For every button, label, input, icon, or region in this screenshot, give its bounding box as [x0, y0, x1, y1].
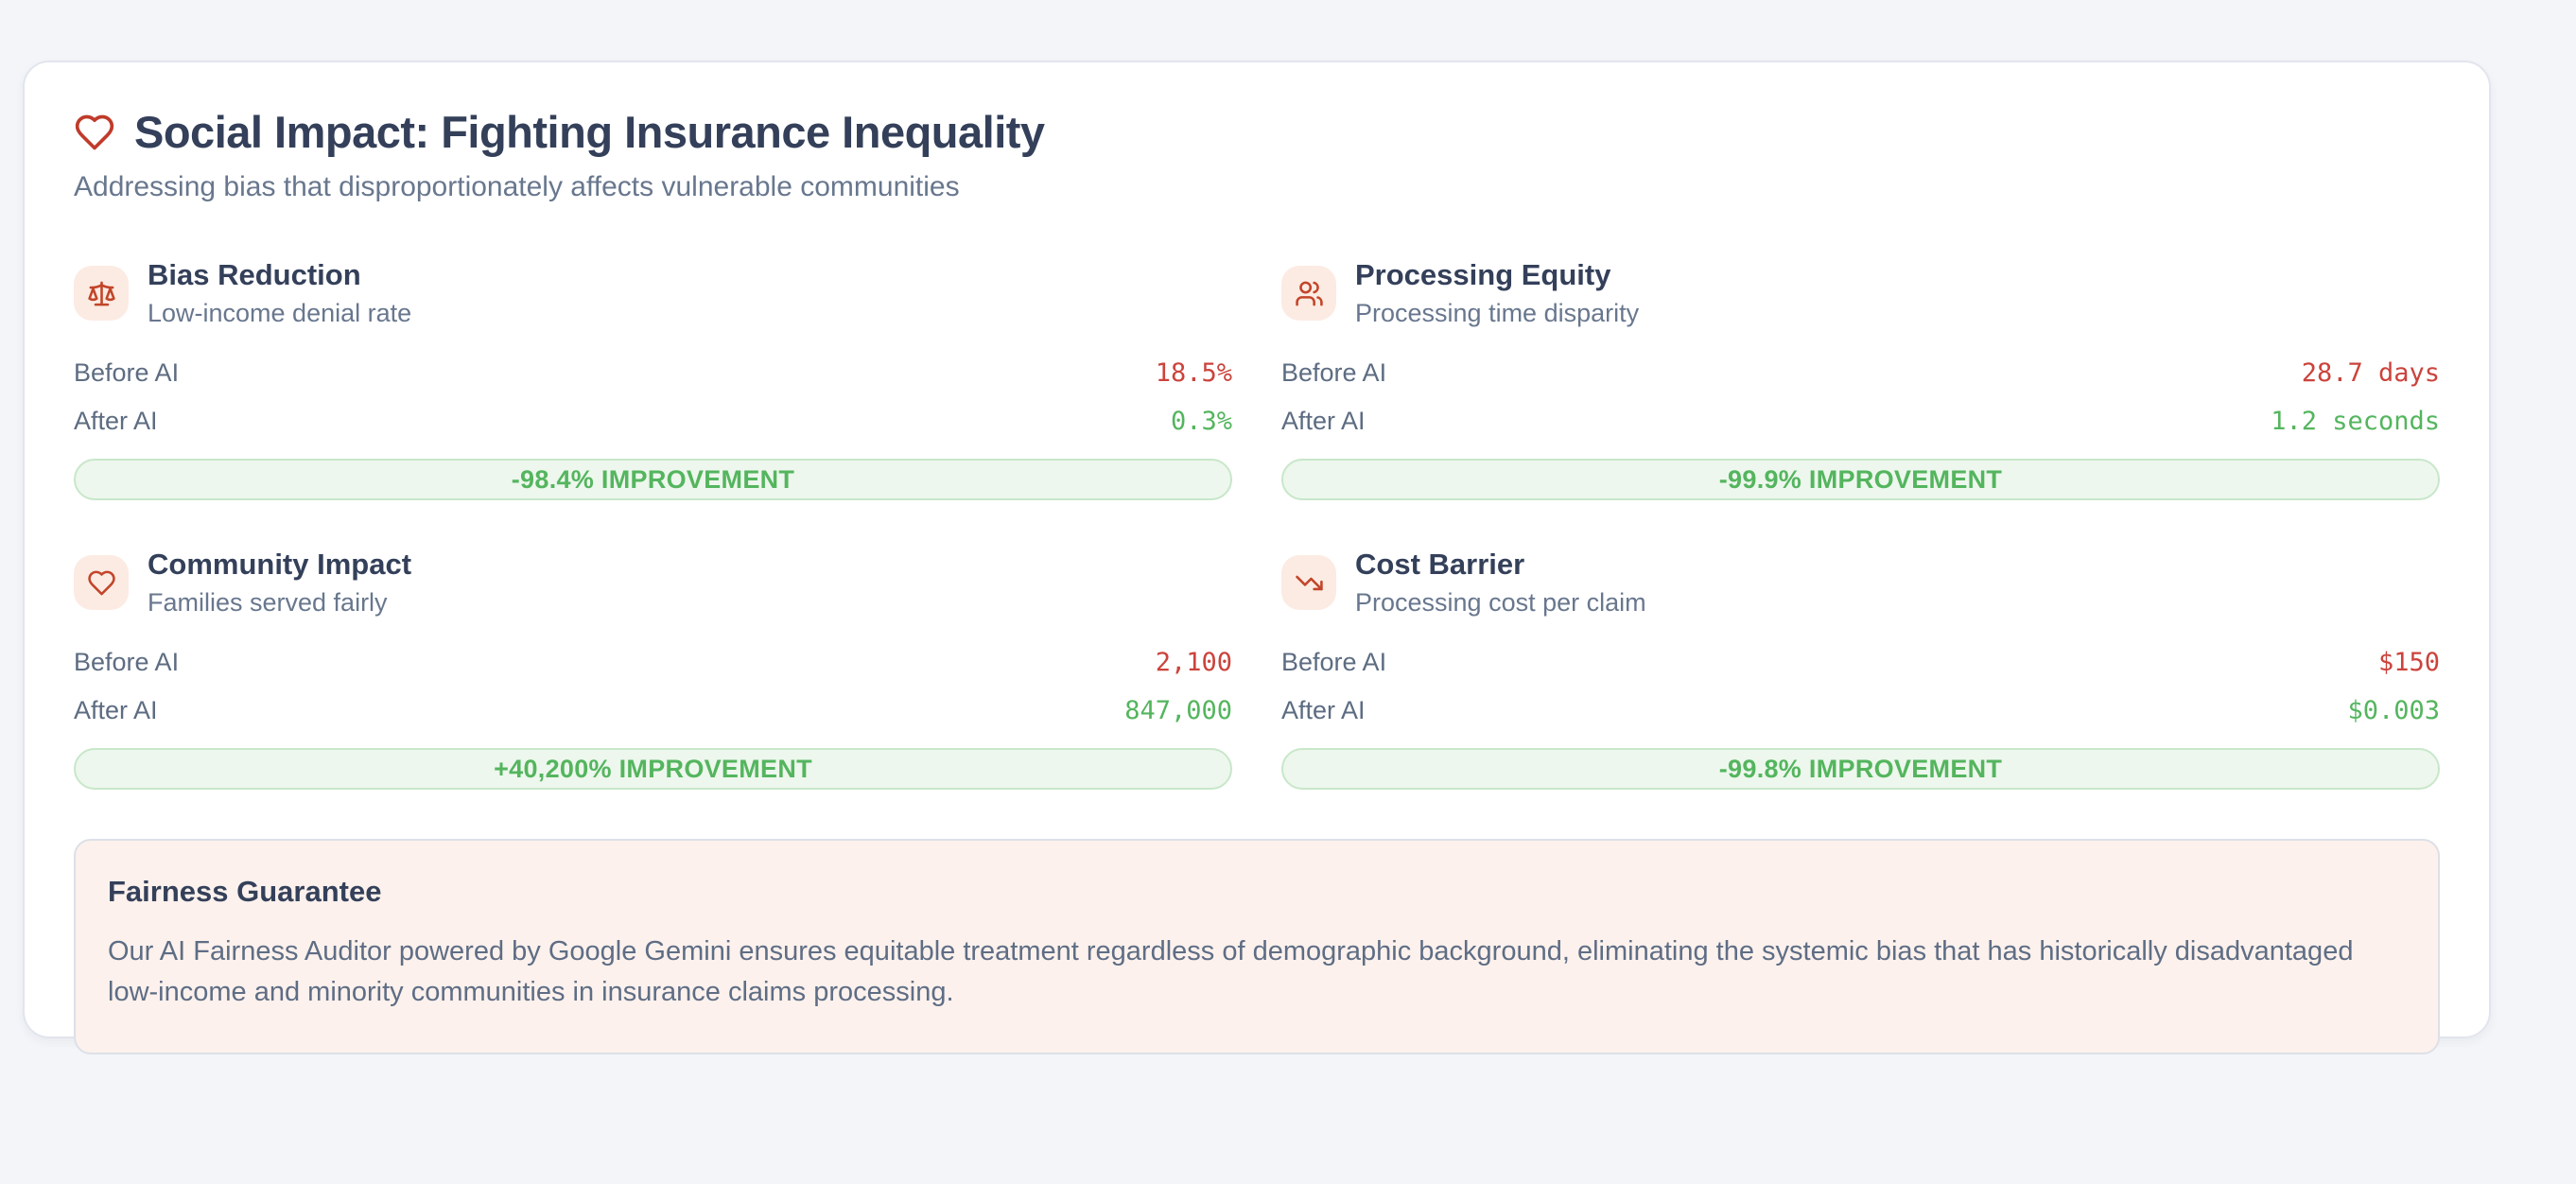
after-ai-label: After AI: [1281, 407, 1366, 435]
page-title: Social Impact: Fighting Insurance Inequa…: [134, 107, 1045, 157]
fairness-title: Fairness Guarantee: [108, 875, 382, 908]
after-ai-label: After AI: [74, 696, 158, 724]
after-ai-value: 1.2 seconds: [2271, 407, 2440, 436]
metric-header: Cost Barrier Processing cost per claim: [1281, 548, 2440, 618]
metric-title: Cost Barrier: [1355, 548, 1525, 581]
trending-down-icon: [1281, 555, 1336, 610]
metric-subtitle: Processing time disparity: [1355, 299, 1640, 327]
before-ai-label: Before AI: [1281, 358, 1387, 387]
improvement-badge: -99.9% IMPROVEMENT: [1281, 459, 2440, 500]
after-ai-row: After AI 0.3%: [74, 407, 1232, 436]
after-ai-value: $0.003: [2347, 696, 2440, 725]
social-impact-panel: Social Impact: Fighting Insurance Inequa…: [23, 61, 2491, 1054]
metric-subtitle: Processing cost per claim: [1355, 588, 1646, 617]
before-ai-row: Before AI 18.5%: [74, 358, 1232, 388]
metric-header: Processing Equity Processing time dispar…: [1281, 258, 2440, 328]
after-ai-value: 847,000: [1124, 696, 1232, 725]
after-ai-row: After AI 847,000: [74, 696, 1232, 725]
metric-card-processing-equity: Processing Equity Processing time dispar…: [1281, 258, 2440, 500]
after-ai-row: After AI 1.2 seconds: [1281, 407, 2440, 436]
before-ai-row: Before AI 28.7 days: [1281, 358, 2440, 388]
metric-card-cost-barrier: Cost Barrier Processing cost per claim B…: [1281, 548, 2440, 790]
before-ai-label: Before AI: [1281, 648, 1387, 676]
metrics-grid: Bias Reduction Low-income denial rate Be…: [74, 258, 2440, 790]
metric-card-community-impact: Community Impact Families served fairly …: [74, 548, 1232, 790]
page-subtitle: Addressing bias that disproportionately …: [74, 171, 960, 202]
before-ai-value: 18.5%: [1155, 358, 1232, 388]
metric-subtitle: Families served fairly: [148, 588, 388, 617]
metric-title: Community Impact: [148, 548, 412, 581]
heart-icon: [74, 555, 129, 610]
scale-icon: [74, 266, 129, 321]
users-icon: [1281, 266, 1336, 321]
before-ai-row: Before AI 2,100: [74, 648, 1232, 677]
metric-header: Bias Reduction Low-income denial rate: [74, 258, 1232, 328]
before-ai-row: Before AI $150: [1281, 648, 2440, 677]
improvement-badge: +40,200% IMPROVEMENT: [74, 748, 1232, 790]
panel-header: Social Impact: Fighting Insurance Inequa…: [74, 106, 2440, 158]
metric-title: Processing Equity: [1355, 258, 1611, 291]
before-ai-value: 2,100: [1155, 648, 1232, 677]
fairness-body: Our AI Fairness Auditor powered by Googl…: [108, 936, 2354, 1007]
fairness-guarantee-box: Fairness Guarantee Our AI Fairness Audit…: [74, 839, 2440, 1054]
improvement-badge: -98.4% IMPROVEMENT: [74, 459, 1232, 500]
before-ai-label: Before AI: [74, 648, 180, 676]
metric-card-bias-reduction: Bias Reduction Low-income denial rate Be…: [74, 258, 1232, 500]
after-ai-label: After AI: [1281, 696, 1366, 724]
after-ai-label: After AI: [74, 407, 158, 435]
before-ai-value: $150: [2377, 648, 2440, 677]
after-ai-row: After AI $0.003: [1281, 696, 2440, 725]
before-ai-label: Before AI: [74, 358, 180, 387]
metric-header: Community Impact Families served fairly: [74, 548, 1232, 618]
metric-subtitle: Low-income denial rate: [148, 299, 412, 327]
before-ai-value: 28.7 days: [2301, 358, 2440, 388]
after-ai-value: 0.3%: [1170, 407, 1232, 436]
heart-icon: [75, 114, 114, 149]
metric-title: Bias Reduction: [148, 258, 361, 291]
improvement-badge: -99.8% IMPROVEMENT: [1281, 748, 2440, 790]
